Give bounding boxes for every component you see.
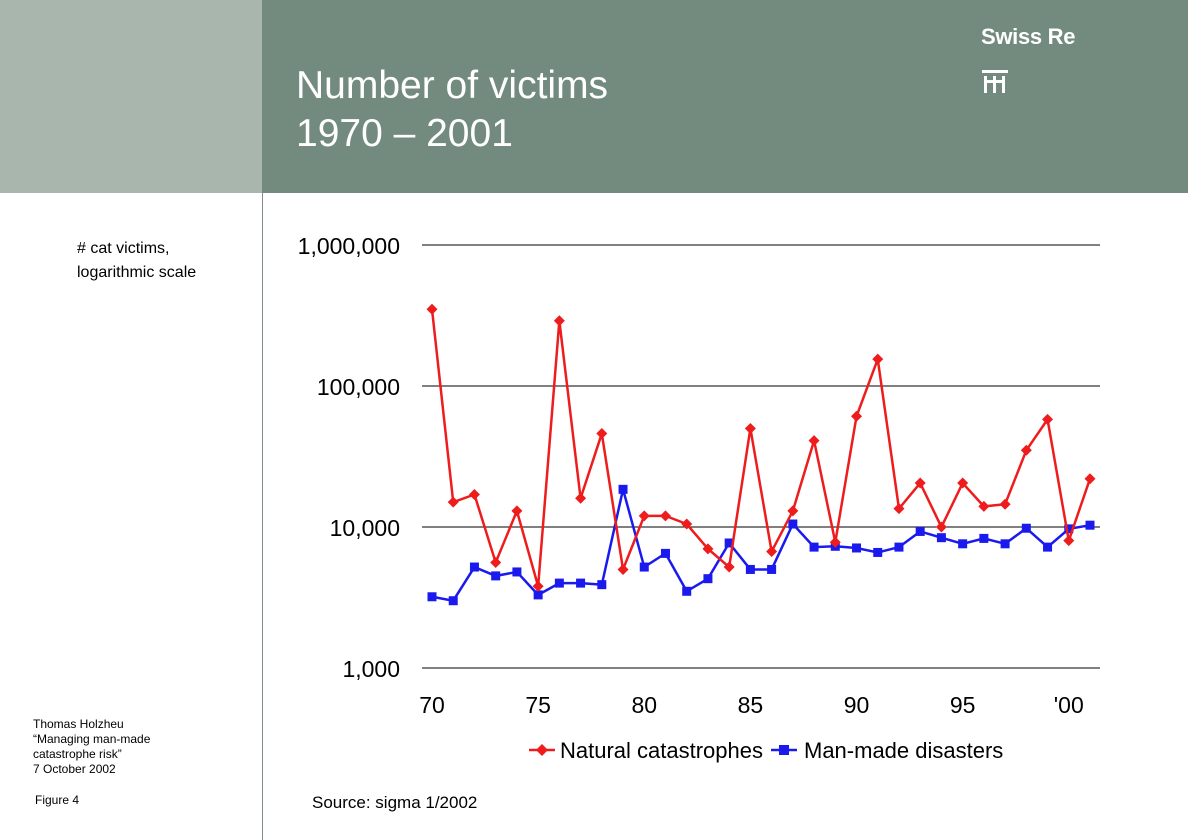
header-side-band [0,0,262,193]
data-point [554,578,564,588]
data-point [936,533,946,543]
figure-number: Figure 4 [35,793,80,807]
data-point [553,315,565,327]
x-tick-label: '00 [1054,692,1084,718]
author-info: Thomas Holzheu “Managing man-made catast… [33,717,233,777]
data-point [681,518,693,530]
data-point [894,542,904,552]
x-tick-label: 90 [844,692,870,718]
data-point [1085,520,1095,530]
data-point [914,477,926,489]
talk-title-line-2: catastrophe risk” [33,747,122,761]
data-point [490,557,502,569]
data-point [703,574,713,584]
data-point [659,510,671,522]
y-axis-note: # cat victims, logarithmic scale [77,237,257,285]
data-point [427,592,437,602]
y-tick-label: 10,000 [330,515,400,541]
swiss-re-logo-icon [982,70,1008,93]
data-point [852,543,862,553]
data-point [744,422,756,434]
data-point [724,538,734,548]
data-point [1084,473,1096,485]
data-point [1042,413,1054,425]
y-axis-note-line-2: logarithmic scale [77,264,197,281]
data-point [935,521,947,533]
data-point [893,503,905,515]
data-point [978,500,990,512]
data-point [809,542,819,552]
brand-name: Swiss Re [981,24,1076,49]
page-title: Number of victims 1970 – 2001 [296,62,608,158]
page-title-line-1: Number of victims [296,64,609,107]
y-tick-label: 1,000,000 [298,233,400,259]
data-point [851,410,863,422]
legend-marker [779,745,789,755]
data-point [491,571,501,581]
series-line [430,309,1092,587]
data-point [638,510,650,522]
data-point [617,563,629,575]
data-point [468,489,480,501]
data-point [808,435,820,447]
data-point [575,492,587,504]
data-point [957,477,969,489]
data-point [766,546,778,558]
data-point [723,561,735,573]
y-tick-label: 100,000 [317,374,400,400]
data-point [618,484,628,494]
data-point [532,580,544,592]
data-point [915,526,925,536]
author-name: Thomas Holzheu [33,717,124,731]
data-point [596,428,608,440]
data-point [512,567,522,577]
data-point [767,564,777,574]
source-note: Source: sigma 1/2002 [312,793,478,812]
data-point [1043,542,1053,552]
data-point [447,496,459,508]
y-tick-label: 1,000 [342,656,400,682]
data-point [788,519,798,529]
data-point [426,303,438,315]
talk-date: 7 October 2002 [33,762,116,776]
data-point [999,498,1011,510]
data-point [576,578,586,588]
header-banner [262,0,1188,193]
x-tick-label: 95 [950,692,976,718]
data-point [872,353,884,365]
data-point [958,539,968,549]
data-point [873,547,883,557]
data-point [745,564,755,574]
data-point [702,543,714,555]
data-point [469,562,479,572]
x-tick-label: 75 [525,692,551,718]
talk-title-line-1: “Managing man-made [33,732,151,746]
data-point [1021,523,1031,533]
data-point [1020,444,1032,456]
data-point [660,548,670,558]
data-point [1063,535,1075,547]
legend-label: Man-made disasters [804,738,1003,763]
data-point [1000,539,1010,549]
data-point [1064,524,1074,534]
x-tick-label: 70 [419,692,445,718]
data-point [533,590,543,600]
data-point [787,505,799,517]
data-point [682,586,692,596]
x-tick-label: 80 [631,692,657,718]
x-tick-label: 85 [738,692,764,718]
data-point [979,533,989,543]
y-axis-note-line-1: # cat victims, [77,240,170,257]
legend-marker [536,744,548,756]
data-point [639,562,649,572]
data-point [829,536,841,548]
sidebar-divider [262,193,263,840]
page-title-line-2: 1970 – 2001 [296,112,513,155]
legend-label: Natural catastrophes [560,738,763,763]
data-point [448,596,458,606]
data-point [597,580,607,590]
data-point [511,505,523,517]
